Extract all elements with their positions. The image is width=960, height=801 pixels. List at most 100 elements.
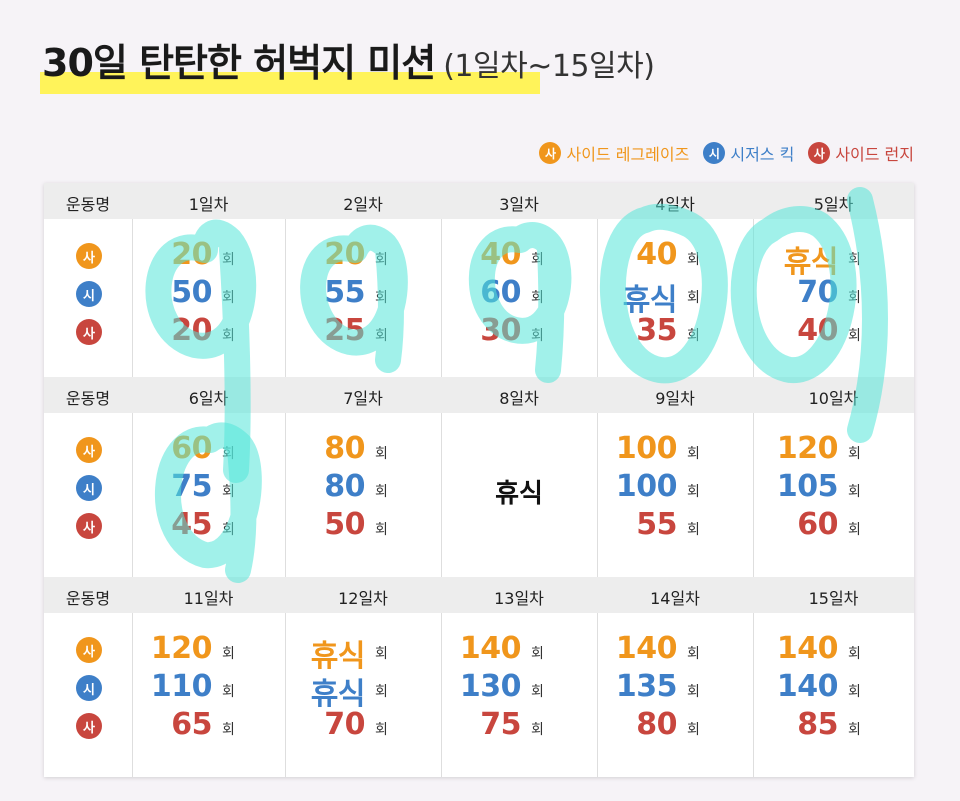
rep-unit: 회: [687, 252, 700, 268]
title-subtitle: (1일차~15일차): [443, 49, 655, 84]
rep-count: 85: [797, 707, 838, 742]
rep-count: 100: [615, 431, 678, 466]
rep-count: 130: [459, 669, 522, 704]
rep-unit: 회: [848, 484, 861, 500]
rep-count: 35: [636, 313, 677, 348]
exercise-name-header: 운동명: [65, 195, 111, 214]
rep-unit: 회: [375, 446, 388, 462]
day-label: 4일차: [655, 195, 695, 214]
rep-unit: 회: [848, 290, 861, 306]
rep-count: 70: [797, 275, 838, 310]
rep-unit: 회: [687, 328, 700, 344]
rep-unit: 회: [687, 522, 700, 538]
rep-count: 75: [480, 707, 521, 742]
rep-count: 110: [150, 669, 213, 704]
legend-item-scissors-kick: 시 시저스 킥: [703, 141, 794, 165]
rep-unit: 회: [687, 484, 700, 500]
rep-unit: 회: [375, 646, 388, 662]
title-main-text: 30일 탄탄한 허벅지 미션: [42, 41, 436, 85]
scissors-kick-badge-icon: 시: [703, 142, 726, 164]
rep-unit: 회: [222, 290, 235, 306]
rep-unit: 회: [848, 328, 861, 344]
rep-count: 70: [324, 707, 365, 742]
rep-count: 120: [776, 431, 839, 466]
exercise-name-header: 운동명: [65, 589, 111, 608]
rep-unit: 회: [848, 446, 861, 462]
rep-unit: 회: [531, 722, 544, 738]
rep-count: 55: [324, 275, 365, 310]
side-leg-raise-badge-icon: 사: [76, 637, 102, 663]
rep-unit: 회: [848, 522, 861, 538]
rep-unit: 회: [222, 446, 235, 462]
day-label: 3일차: [499, 195, 539, 214]
day-header-row: [44, 183, 914, 219]
rep-unit: 회: [375, 328, 388, 344]
rep-unit: 회: [531, 684, 544, 700]
rep-count: 140: [776, 631, 839, 666]
rep-count: 50: [171, 275, 212, 310]
rep-count: 45: [171, 507, 212, 542]
rep-unit: 회: [375, 722, 388, 738]
column-divider: [132, 183, 133, 777]
rep-unit: 회: [222, 328, 235, 344]
rep-count: 80: [324, 431, 365, 466]
rep-unit: 회: [375, 484, 388, 500]
day-label: 5일차: [813, 195, 854, 214]
rep-count: 20: [171, 237, 212, 272]
side-lunge-badge-icon: 사: [76, 713, 102, 739]
scissors-kick-badge-icon: 시: [76, 675, 102, 701]
rep-count: 20: [324, 237, 365, 272]
day-header-row: [44, 577, 914, 613]
rep-count: 80: [636, 707, 677, 742]
rep-count: 40: [480, 237, 521, 272]
rep-count: 60: [797, 507, 838, 542]
rep-unit: 회: [848, 684, 861, 700]
day-label: 9일차: [655, 389, 695, 408]
rep-unit: 회: [531, 290, 544, 306]
rep-unit: 회: [848, 646, 861, 662]
rep-unit: 회: [375, 684, 388, 700]
rep-count: 60: [171, 431, 212, 466]
day-label: 8일차: [499, 389, 539, 408]
side-lunge-badge-icon: 사: [76, 513, 102, 539]
rep-count: 135: [615, 669, 678, 704]
rep-unit: 회: [375, 290, 388, 306]
rep-unit: 회: [687, 446, 700, 462]
day-label: 14일차: [650, 589, 700, 608]
rep-count: 55: [636, 507, 677, 542]
rep-count: 50: [324, 507, 365, 542]
day-label: 6일차: [188, 389, 229, 408]
rep-unit: 회: [531, 328, 544, 344]
rep-unit: 회: [687, 684, 700, 700]
rep-unit: 회: [222, 722, 235, 738]
legend-label: 사이드 레그레이즈: [566, 145, 690, 164]
rep-unit: 회: [375, 522, 388, 538]
day-label: 15일차: [808, 589, 859, 608]
legend-label: 사이드 런지: [835, 145, 914, 164]
column-divider: [441, 183, 442, 777]
rep-count: 60: [480, 275, 521, 310]
exercise-name-header: 운동명: [65, 389, 111, 408]
day-label: 7일차: [343, 389, 383, 408]
rep-unit: 회: [222, 252, 235, 268]
rep-count: 40: [797, 313, 838, 348]
rep-unit: 회: [531, 646, 544, 662]
rep-unit: 회: [222, 484, 235, 500]
rep-count: 120: [150, 631, 213, 666]
rep-unit: 회: [687, 290, 700, 306]
title-highlight: [40, 72, 540, 94]
rep-count: 140: [776, 669, 839, 704]
rep-unit: 회: [848, 722, 861, 738]
day-label: 10일차: [808, 389, 859, 408]
day-label: 1일차: [188, 195, 229, 214]
day-label: 2일차: [343, 195, 383, 214]
rep-unit: 회: [222, 684, 235, 700]
scissors-kick-badge-icon: 시: [76, 281, 102, 307]
column-divider: [597, 183, 598, 777]
rep-unit: 회: [848, 252, 861, 268]
side-leg-raise-badge-icon: 사: [539, 142, 562, 164]
rep-unit: 회: [687, 722, 700, 738]
day-header-row: [44, 377, 914, 413]
legend-label: 시저스 킥: [730, 145, 795, 164]
legend-item-side-lunge: 사 사이드 런지: [808, 141, 914, 165]
